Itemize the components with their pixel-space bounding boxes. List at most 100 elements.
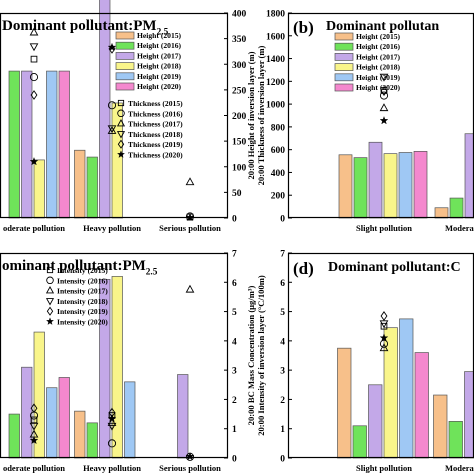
- legend-marker-circle: [117, 109, 125, 118]
- legend-marker-triangle-down: [116, 131, 126, 139]
- marker-a-circle-1: [107, 101, 117, 110]
- bar-c-height-2017--0: [21, 366, 33, 459]
- legend-label: Height (2018): [137, 62, 182, 71]
- bar-d-height-2017--0: [368, 384, 383, 459]
- bar-a-height-2016--0: [8, 70, 20, 219]
- bar-c-height-2017--2: [177, 374, 189, 459]
- legend-swatch: [115, 31, 135, 40]
- marker-c-star-0: [29, 435, 39, 445]
- legend-label: Thickness (2017): [128, 120, 183, 129]
- bar-c-height-2016--1: [86, 422, 98, 459]
- legend-label: Intensity (2017): [57, 287, 108, 296]
- legend-label: Thickness (2020): [128, 151, 183, 160]
- bar-b-height-2017--1: [464, 133, 474, 219]
- marker-c-triangle-up-1: [107, 417, 117, 426]
- marker-d-triangle-up-0: [379, 343, 389, 352]
- bar-b-height-2017--0: [368, 141, 383, 219]
- legend-swatch: [115, 72, 135, 81]
- marker-d-star-0: [379, 333, 389, 342]
- panel-title: ominant pollutant:PM2.5: [2, 258, 158, 278]
- bar-b-height-2020--0: [413, 151, 428, 219]
- bar-d-height-2016--0: [352, 425, 367, 459]
- y2-tick-label: 250: [232, 86, 247, 96]
- bar-d-height-2017--1: [464, 371, 474, 459]
- y2-tick-label: 5: [232, 308, 237, 318]
- marker-a-triangle-up-2: [185, 177, 195, 186]
- legend-marker-circle: [46, 276, 54, 285]
- legend-label: Thickness (2019): [128, 140, 183, 149]
- legend-marker-square: [117, 99, 125, 107]
- y2-tick-label: 6: [232, 279, 237, 289]
- y2-tick-label: 300: [232, 61, 247, 71]
- category-label: Moderate pollution: [445, 223, 474, 233]
- legend-swatch: [334, 83, 354, 92]
- bar-c-height-2016--0: [8, 413, 20, 459]
- legend-swatch: [334, 32, 354, 41]
- legend-marker-triangle-down: [45, 298, 55, 306]
- marker-c-square-0: [30, 416, 38, 424]
- legend-label: Height (2019): [137, 72, 182, 81]
- bar-b-height-2019--0: [398, 152, 413, 219]
- bar-b-height-2015--1: [434, 207, 449, 219]
- y-tick-label: 5: [280, 308, 285, 318]
- y2-tick-label: 1: [232, 425, 237, 435]
- bar-d-height-2016--1: [448, 421, 463, 459]
- category-label: oderate pollution: [3, 463, 65, 473]
- plot-frame-c: [0, 252, 229, 459]
- marker-c-star-2: [185, 451, 195, 461]
- y-tick-label: 1200: [266, 78, 285, 88]
- y2-tick-label: 0: [232, 215, 237, 225]
- panel-a: oderate pollution Heavy pollution Serious …: [0, 0, 266, 233]
- marker-b-triangle-up-0: [379, 103, 389, 112]
- panel-title: Dominant pollutan: [326, 19, 439, 34]
- marker-d-diamond-0: [380, 311, 388, 321]
- legend-label: Intensity (2016): [57, 276, 108, 285]
- bar-a-height-2017--0: [21, 70, 33, 219]
- legend-label: Thickness (2018): [128, 130, 183, 139]
- legend-marker-diamond: [46, 306, 54, 316]
- y2-tick-label: 4: [232, 337, 237, 347]
- legend-label: Thickness (2015): [128, 99, 183, 108]
- category-label: Moderate pollution: [445, 463, 474, 473]
- legend-swatch: [334, 42, 354, 51]
- bar-c-height-2017--1: [99, 279, 111, 459]
- legend-label: Intensity (2019): [57, 307, 108, 316]
- marker-a-triangle-up-1: [107, 125, 117, 134]
- category-label: Slight pollution: [356, 223, 412, 233]
- y2-tick-label: 3: [232, 367, 237, 377]
- legend-label: Height (2015): [356, 32, 401, 41]
- legend-swatch: [115, 82, 135, 91]
- category-label: Slight pollution: [356, 463, 412, 473]
- y-tick-label: 600: [271, 146, 286, 156]
- panel-label: (d): [293, 259, 314, 278]
- y-tick-label: 7: [280, 250, 285, 260]
- legend-swatch: [334, 63, 354, 71]
- marker-a-triangle-down-1: [107, 125, 117, 134]
- marker-c-triangle-up-2: [185, 284, 195, 293]
- marker-a-triangle-up-0: [29, 27, 39, 36]
- marker-c-circle-1: [107, 439, 117, 448]
- marker-c-triangle-down-1: [107, 422, 117, 431]
- y2-tick-label: 50: [232, 189, 242, 199]
- y-tick-label: 6: [280, 279, 285, 289]
- y2-tick-label: 150: [232, 138, 247, 148]
- bar-a-height-2015--1: [74, 149, 86, 219]
- legend-marker-diamond: [117, 139, 125, 149]
- category-label: oderate pollution: [3, 223, 65, 233]
- category-label: Heavy pollution: [83, 463, 141, 473]
- legend-swatch: [115, 52, 135, 60]
- y-tick-label: 0: [280, 455, 285, 465]
- panel-c: oderate pollution Heavy pollution Serious …: [0, 250, 266, 473]
- category-label: Serious pollution: [159, 463, 221, 473]
- bar-b-height-2016--0: [353, 157, 368, 219]
- y2-tick-label: 7: [232, 250, 237, 260]
- bar-c-height-2019--0: [46, 387, 58, 459]
- y-tick-label: 3: [280, 367, 285, 377]
- legend-label: Intensity (2018): [57, 297, 108, 306]
- panel-title-subscript: 2.5: [146, 268, 158, 278]
- marker-a-triangle-down-0: [29, 43, 39, 52]
- panel-label: (b): [293, 18, 314, 37]
- bar-a-height-2018--0: [33, 159, 45, 219]
- legend-marker-star: [45, 317, 55, 325]
- bar-b-height-2015--0: [338, 154, 353, 219]
